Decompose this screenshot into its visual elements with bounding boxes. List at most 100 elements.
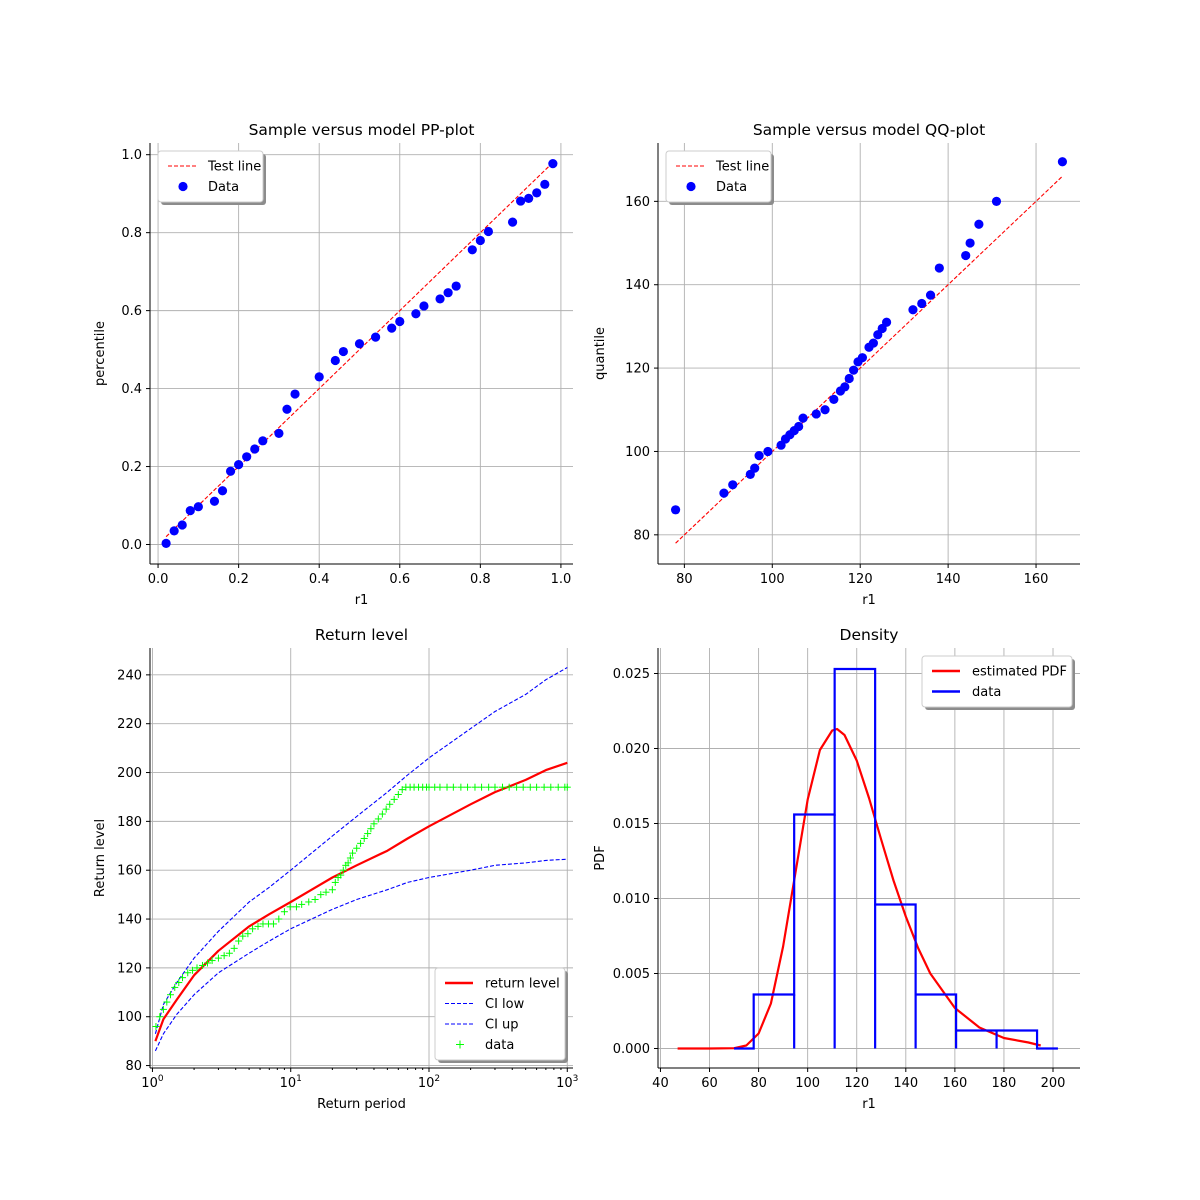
x-tick-exponent: 0 xyxy=(158,1074,164,1084)
data-point xyxy=(917,298,927,309)
y-tick-label: 200 xyxy=(117,766,142,781)
data-marker xyxy=(337,871,345,879)
x-tick-label: 100 xyxy=(141,1074,164,1091)
data-marker xyxy=(298,900,306,908)
data-marker xyxy=(328,886,336,894)
data-point xyxy=(844,373,854,384)
data-marker xyxy=(533,783,541,791)
plot-area xyxy=(152,667,571,1052)
data-marker xyxy=(244,930,252,938)
x-tick-base: 10 xyxy=(418,1076,435,1091)
data-point xyxy=(829,394,839,404)
series-line xyxy=(677,727,1041,1050)
x-tick-label: 100 xyxy=(760,572,785,587)
data-marker xyxy=(305,898,313,906)
data-marker xyxy=(166,991,174,999)
x-tick-label: 0.2 xyxy=(228,572,249,587)
data-point xyxy=(1057,157,1068,167)
x-tick-label: 1.0 xyxy=(551,572,572,587)
y-tick-label: 220 xyxy=(117,717,142,732)
data-marker xyxy=(254,922,262,930)
legend-entry: data xyxy=(456,1038,514,1053)
data-marker xyxy=(540,783,548,791)
x-tick-label: 80 xyxy=(676,572,693,587)
data-marker xyxy=(317,891,325,899)
x-tick-base: 10 xyxy=(280,1076,297,1091)
y-tick-label: 0.000 xyxy=(613,1042,650,1057)
data-point xyxy=(934,263,944,273)
y-tick-label: 0.2 xyxy=(121,460,142,475)
data-marker xyxy=(156,1013,164,1021)
data-point xyxy=(282,404,292,414)
y-tick-label: 0.8 xyxy=(121,226,142,241)
y-axis-label: quantile xyxy=(593,327,608,380)
legend-label: CI low xyxy=(485,997,525,1012)
x-axis-label: r1 xyxy=(862,1097,876,1112)
panel-3: 40 60 80 100 120 140 160 180 200 0.000 0.005 0.010 0… xyxy=(593,626,1080,1112)
data-marker xyxy=(331,878,339,886)
data-marker xyxy=(152,1022,160,1030)
chart-title: Sample versus model QQ-plot xyxy=(753,121,985,139)
x-tick-exponent: 3 xyxy=(573,1074,579,1084)
x-axis-label: r1 xyxy=(355,593,369,608)
data-marker xyxy=(370,820,378,828)
y-tick-label: 120 xyxy=(117,961,142,976)
y-tick-label: 0.6 xyxy=(121,304,142,319)
data-point xyxy=(840,382,850,392)
data-marker xyxy=(184,969,192,977)
x-axis-label: r1 xyxy=(862,593,876,608)
x-tick-label: 140 xyxy=(936,572,961,587)
data-marker xyxy=(457,783,465,791)
data-marker xyxy=(249,925,257,933)
x-tick-base: 10 xyxy=(141,1076,158,1091)
data-point xyxy=(234,459,244,470)
legend: Test line Data xyxy=(665,150,774,205)
data-point xyxy=(443,288,453,298)
data-marker xyxy=(198,961,206,969)
data-point xyxy=(754,451,764,461)
data-point xyxy=(225,466,236,476)
data-marker xyxy=(208,957,216,965)
data-point xyxy=(507,217,518,227)
legend-entry: Data xyxy=(686,180,747,195)
legend-swatch xyxy=(178,181,188,192)
data-marker xyxy=(526,783,534,791)
data-point xyxy=(161,538,171,548)
data-marker xyxy=(513,783,521,791)
data-point xyxy=(820,405,830,415)
x-tick-label: 200 xyxy=(1041,1076,1066,1091)
legend: Test line Data xyxy=(157,150,266,205)
y-tick-label: 100 xyxy=(117,1010,142,1025)
y-axis-label: PDF xyxy=(593,845,608,870)
y-tick-label: 0.0 xyxy=(121,538,142,553)
data-marker xyxy=(547,783,555,791)
histogram-outline xyxy=(734,667,1058,1050)
panel-0: 0.0 0.2 0.4 0.6 0.8 1.0 0.0 0.2 0.4 0.6 0.8 1.0 Samp… xyxy=(93,121,573,608)
data-point xyxy=(451,281,461,291)
x-tick-label: 40 xyxy=(652,1076,669,1091)
x-tick-exponent: 2 xyxy=(434,1074,440,1084)
data-point xyxy=(849,365,859,375)
data-marker xyxy=(374,815,382,823)
data-point xyxy=(728,480,738,490)
legend-entry: data xyxy=(932,685,1001,700)
data-marker xyxy=(179,974,187,982)
data-marker xyxy=(220,952,228,960)
x-tick-label: 140 xyxy=(893,1076,918,1091)
data-marker xyxy=(286,903,294,911)
legend-label: CI up xyxy=(485,1018,519,1033)
y-tick-label: 100 xyxy=(625,445,650,460)
x-tick-label: 180 xyxy=(992,1076,1017,1091)
data-point xyxy=(419,301,429,311)
data-point xyxy=(540,179,550,189)
y-tick-label: 0.015 xyxy=(613,817,650,832)
data-point xyxy=(185,505,195,516)
data-marker xyxy=(382,805,390,813)
data-point xyxy=(516,196,526,206)
data-marker xyxy=(378,810,386,818)
plot-area xyxy=(670,157,1068,544)
y-tick-label: 0.025 xyxy=(613,667,650,682)
legend-label: data xyxy=(972,685,1001,700)
chart-title: Return level xyxy=(315,626,408,644)
x-tick-label: 100 xyxy=(795,1076,820,1091)
